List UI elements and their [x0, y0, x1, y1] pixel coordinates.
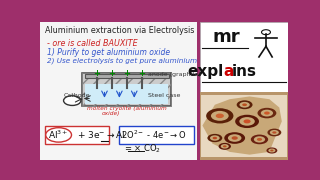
- Text: - ore is called BAUXITE: - ore is called BAUXITE: [47, 39, 138, 48]
- Text: Aluminium extraction via Electrolysis: Aluminium extraction via Electrolysis: [45, 26, 194, 35]
- Circle shape: [270, 150, 274, 151]
- Circle shape: [223, 145, 227, 147]
- Circle shape: [64, 96, 81, 105]
- Text: +: +: [138, 69, 145, 78]
- Circle shape: [221, 144, 229, 149]
- Circle shape: [207, 134, 222, 142]
- Text: anode (graphite): anode (graphite): [148, 73, 201, 77]
- Circle shape: [257, 138, 262, 141]
- Circle shape: [212, 137, 217, 139]
- Text: +: +: [93, 69, 100, 78]
- Bar: [200, 92, 288, 160]
- Circle shape: [211, 111, 229, 121]
- Circle shape: [224, 132, 245, 144]
- Bar: [82, 73, 172, 106]
- Circle shape: [244, 119, 251, 123]
- Circle shape: [228, 134, 242, 142]
- Circle shape: [46, 128, 71, 142]
- Text: mr: mr: [212, 28, 240, 46]
- Text: +: +: [123, 69, 130, 78]
- Bar: [85, 84, 168, 104]
- Circle shape: [239, 117, 255, 126]
- Bar: [85, 74, 169, 78]
- Circle shape: [268, 129, 281, 136]
- Bar: [40, 22, 197, 160]
- Circle shape: [272, 131, 276, 134]
- Text: 2) Use electrolysis to get pure aluminium: 2) Use electrolysis to get pure aluminiu…: [47, 58, 197, 64]
- Bar: [201, 95, 287, 158]
- Text: Cathode: Cathode: [64, 93, 90, 98]
- Circle shape: [258, 108, 276, 118]
- Text: 2O$^{2-}$ - 4e$^{-}$$\rightarrow$O: 2O$^{2-}$ - 4e$^{-}$$\rightarrow$O: [121, 129, 186, 141]
- Circle shape: [206, 108, 234, 123]
- Text: = $\times$ CO$_2$: = $\times$ CO$_2$: [124, 142, 161, 155]
- Bar: [82, 73, 172, 106]
- Text: molten cryolite (aluminium: molten cryolite (aluminium: [87, 106, 167, 111]
- Circle shape: [237, 100, 252, 109]
- Text: Steel case: Steel case: [148, 93, 180, 98]
- Circle shape: [235, 115, 259, 128]
- Circle shape: [239, 102, 250, 108]
- Circle shape: [251, 135, 268, 144]
- Text: a: a: [224, 64, 234, 79]
- Circle shape: [264, 111, 270, 115]
- Bar: [45, 126, 109, 144]
- Text: 1) Purify to get aluminium oxide: 1) Purify to get aluminium oxide: [47, 48, 171, 57]
- Circle shape: [219, 143, 231, 150]
- Text: +: +: [108, 69, 116, 78]
- Circle shape: [216, 114, 224, 118]
- Circle shape: [267, 147, 277, 154]
- Circle shape: [232, 136, 238, 140]
- Text: Al$^{3+}$: Al$^{3+}$: [48, 129, 69, 141]
- Text: + 3e$^{-}$$\rightarrow$Al: + 3e$^{-}$$\rightarrow$Al: [77, 129, 125, 140]
- Text: oxide): oxide): [102, 111, 120, 116]
- Circle shape: [261, 110, 273, 116]
- Circle shape: [210, 135, 220, 141]
- Circle shape: [254, 136, 265, 143]
- Text: expl: expl: [188, 64, 224, 79]
- Circle shape: [242, 103, 247, 106]
- Bar: [200, 22, 288, 92]
- Circle shape: [268, 148, 276, 152]
- Polygon shape: [203, 96, 282, 155]
- Circle shape: [270, 130, 279, 135]
- Text: ins: ins: [232, 64, 257, 79]
- Bar: [119, 126, 194, 144]
